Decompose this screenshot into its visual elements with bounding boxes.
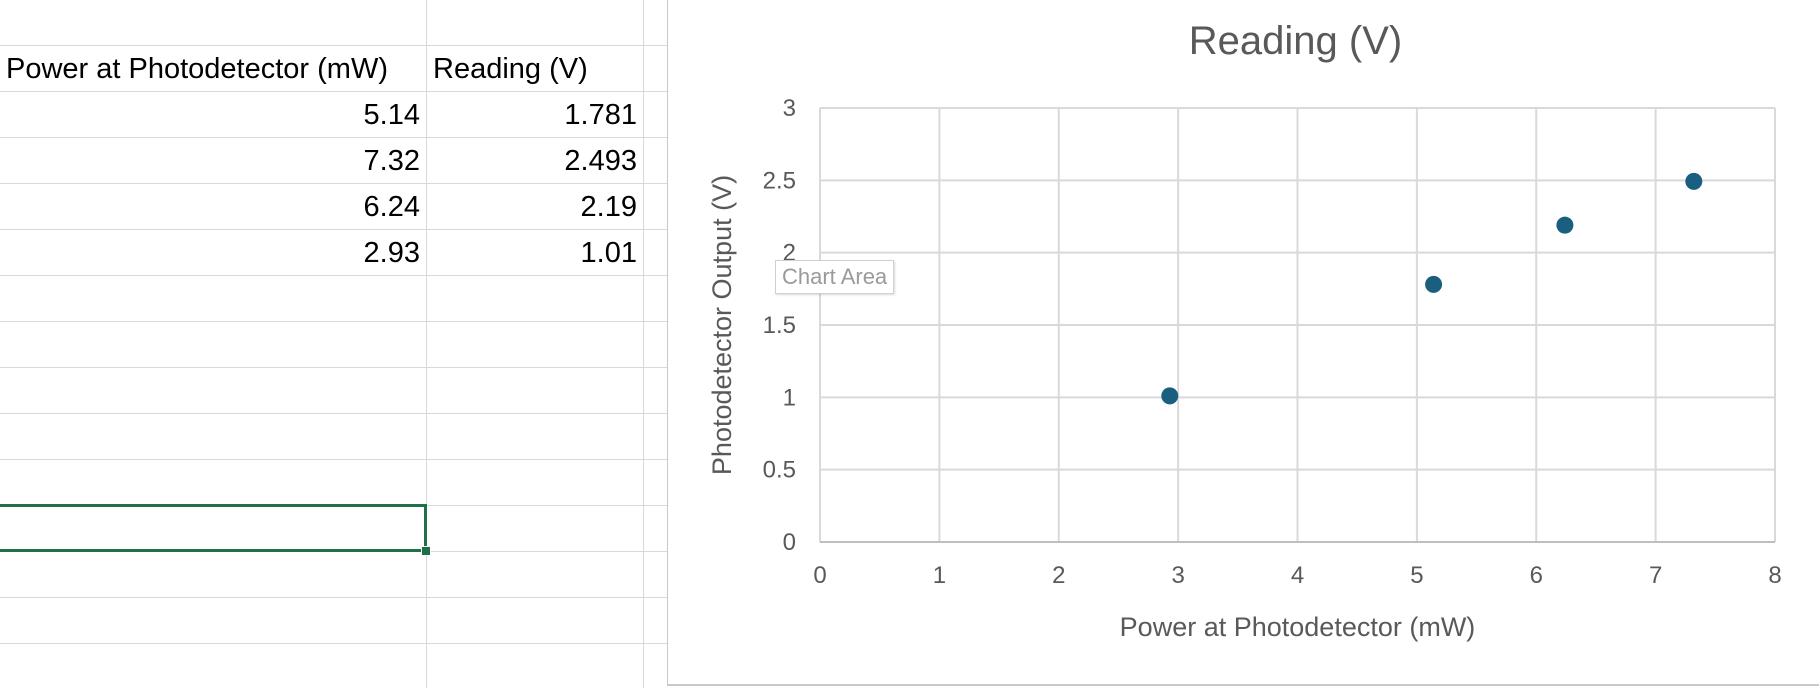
- row-divider: [0, 321, 667, 322]
- y-tick-label: 3: [783, 95, 796, 122]
- row-divider: [0, 183, 667, 184]
- x-tick-label: 2: [1052, 562, 1065, 589]
- active-cell-selection[interactable]: [0, 504, 427, 552]
- chart-area[interactable]: Reading (V) 0 1 2 3 4 5 6 7 8 0 0.5 1 1.5 2 2.5 3 Power…: [667, 0, 1819, 686]
- y-tick-label: 0: [783, 529, 796, 556]
- power-cell[interactable]: 7.32: [363, 145, 420, 177]
- column-divider: [426, 0, 427, 688]
- row-divider: [0, 597, 667, 598]
- reading-cell[interactable]: 2.19: [580, 191, 637, 223]
- header-cell-power[interactable]: Power at Photodetector (mW): [6, 53, 388, 85]
- reading-cell[interactable]: 1.01: [580, 237, 637, 269]
- tick-labels: 0 1 2 3 4 5 6 7 8 0 0.5 1 1.5 2 2.5 3: [763, 95, 1782, 589]
- x-tick-label: 8: [1768, 562, 1781, 589]
- power-cell[interactable]: 2.93: [363, 237, 420, 269]
- scatter-chart[interactable]: Reading (V) 0 1 2 3 4 5 6 7 8 0 0.5 1 1.5 2 2.5 3 Power…: [668, 0, 1818, 684]
- x-tick-label: 0: [813, 562, 826, 589]
- data-point[interactable]: [1556, 216, 1574, 234]
- row-divider: [0, 275, 667, 276]
- chart-title[interactable]: Reading (V): [1189, 19, 1402, 63]
- row-divider: [0, 229, 667, 230]
- reading-cell[interactable]: 1.781: [564, 99, 637, 131]
- row-divider: [0, 91, 667, 92]
- x-tick-label: 5: [1410, 562, 1423, 589]
- row-divider: [0, 367, 667, 368]
- fill-handle[interactable]: [421, 546, 431, 556]
- gridlines: [819, 107, 1776, 543]
- x-tick-label: 4: [1291, 562, 1304, 589]
- data-point[interactable]: [1685, 172, 1703, 190]
- row-divider: [0, 643, 667, 644]
- y-tick-label: 2: [783, 240, 796, 267]
- power-cell[interactable]: 6.24: [363, 191, 420, 223]
- row-divider: [0, 459, 667, 460]
- row-divider: [0, 137, 667, 138]
- chart-area-tooltip: Chart Area: [775, 260, 895, 294]
- data-point[interactable]: [1425, 275, 1443, 293]
- x-tick-label: 7: [1649, 562, 1662, 589]
- y-tick-label: 1.5: [763, 312, 796, 339]
- header-cell-reading[interactable]: Reading (V): [433, 53, 588, 85]
- x-axis-title[interactable]: Power at Photodetector (mW): [1120, 612, 1476, 642]
- y-tick-label: 2.5: [763, 167, 796, 194]
- row-divider: [0, 413, 667, 414]
- y-tick-label: 0.5: [763, 457, 796, 484]
- x-tick-label: 3: [1171, 562, 1184, 589]
- data-point[interactable]: [1161, 387, 1179, 405]
- data-series[interactable]: [1161, 172, 1703, 405]
- y-axis-title[interactable]: Photodetector Output (V): [707, 175, 737, 475]
- reading-cell[interactable]: 2.493: [564, 145, 637, 177]
- y-tick-label: 1: [783, 384, 796, 411]
- column-divider: [643, 0, 644, 688]
- x-tick-label: 6: [1530, 562, 1543, 589]
- power-cell[interactable]: 5.14: [363, 99, 420, 131]
- row-divider: [0, 45, 667, 46]
- x-tick-label: 1: [933, 562, 946, 589]
